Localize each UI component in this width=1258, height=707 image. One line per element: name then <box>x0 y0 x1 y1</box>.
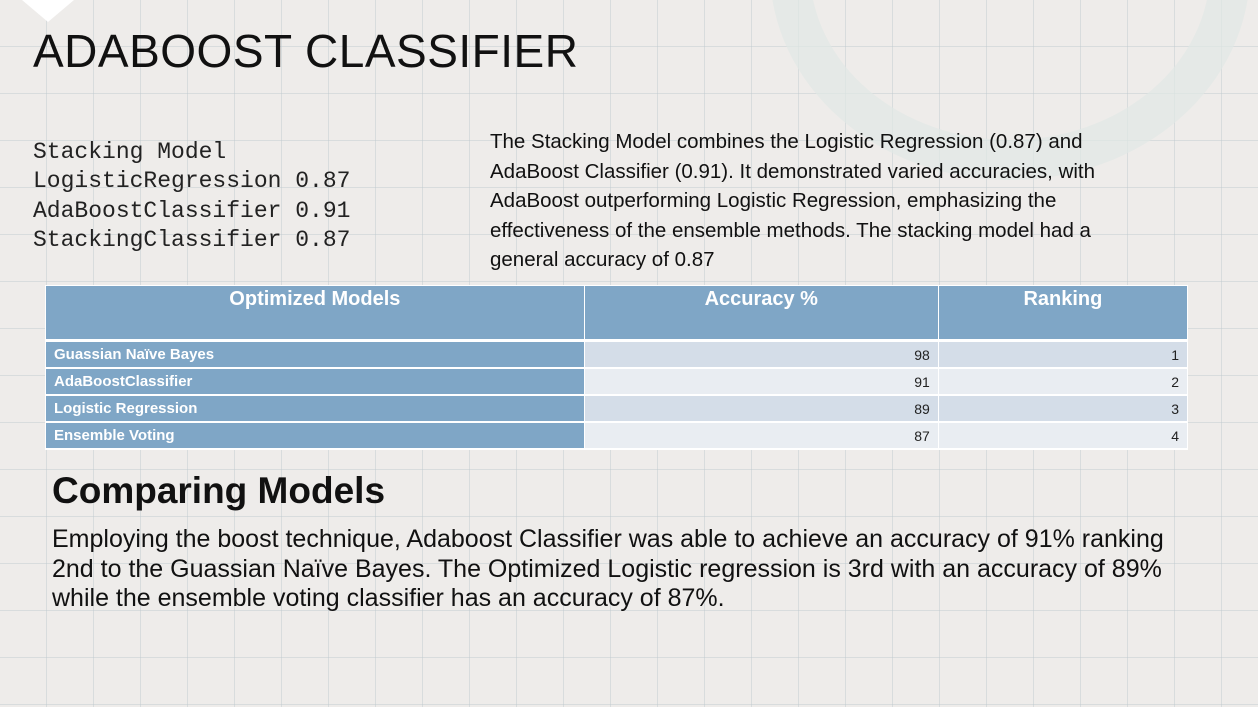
table-cell: 3 <box>937 394 1189 423</box>
table-cell: 89 <box>583 394 939 423</box>
section-heading: Comparing Models <box>52 470 386 511</box>
column-header: Ranking <box>937 285 1189 342</box>
column-header: Accuracy % <box>583 285 939 342</box>
table-body: Guassian Naïve Bayes 98 1 AdaBoostClassifie… <box>45 340 1189 450</box>
code-line: LogisticRegression 0.87 <box>33 168 351 195</box>
table-row: Ensemble Voting 87 4 <box>45 421 1189 450</box>
table-header: Optimized Models Accuracy % Ranking <box>45 285 1189 342</box>
table-cell: 91 <box>583 367 939 396</box>
table-cell: 2 <box>937 367 1189 396</box>
model-name: Logistic Regression <box>45 394 585 423</box>
code-block: Stacking Model LogisticRegression 0.87 Ada… <box>33 138 350 255</box>
table-row: Logistic Regression 89 3 <box>45 394 1189 423</box>
table-row: AdaBoostClassifier 91 2 <box>45 367 1189 396</box>
model-name: Ensemble Voting <box>45 421 585 450</box>
table-row: Guassian Naïve Bayes 98 1 <box>45 340 1189 369</box>
results-table: Optimized Models Accuracy % Ranking Guassia… <box>45 285 1189 450</box>
model-name: AdaBoostClassifier <box>45 367 585 396</box>
code-line: StackingClassifier 0.87 <box>33 226 351 253</box>
table-cell: 87 <box>583 421 939 450</box>
table-cell: 1 <box>937 340 1189 369</box>
slide-title: ADABOOST CLASSIFIER <box>33 25 579 77</box>
code-line: Stacking Model <box>33 139 227 165</box>
column-header: Optimized Models <box>45 285 585 342</box>
code-line: AdaBoostClassifier 0.91 <box>33 197 351 224</box>
decoration-triangle <box>22 0 74 22</box>
table-cell: 98 <box>583 340 939 369</box>
table-cell: 4 <box>937 421 1189 450</box>
description: The Stacking Model combines the Logistic… <box>490 130 1096 271</box>
section-body: Employing the boost technique, Adaboost … <box>52 525 1164 612</box>
model-name: Guassian Naïve Bayes <box>45 340 585 369</box>
